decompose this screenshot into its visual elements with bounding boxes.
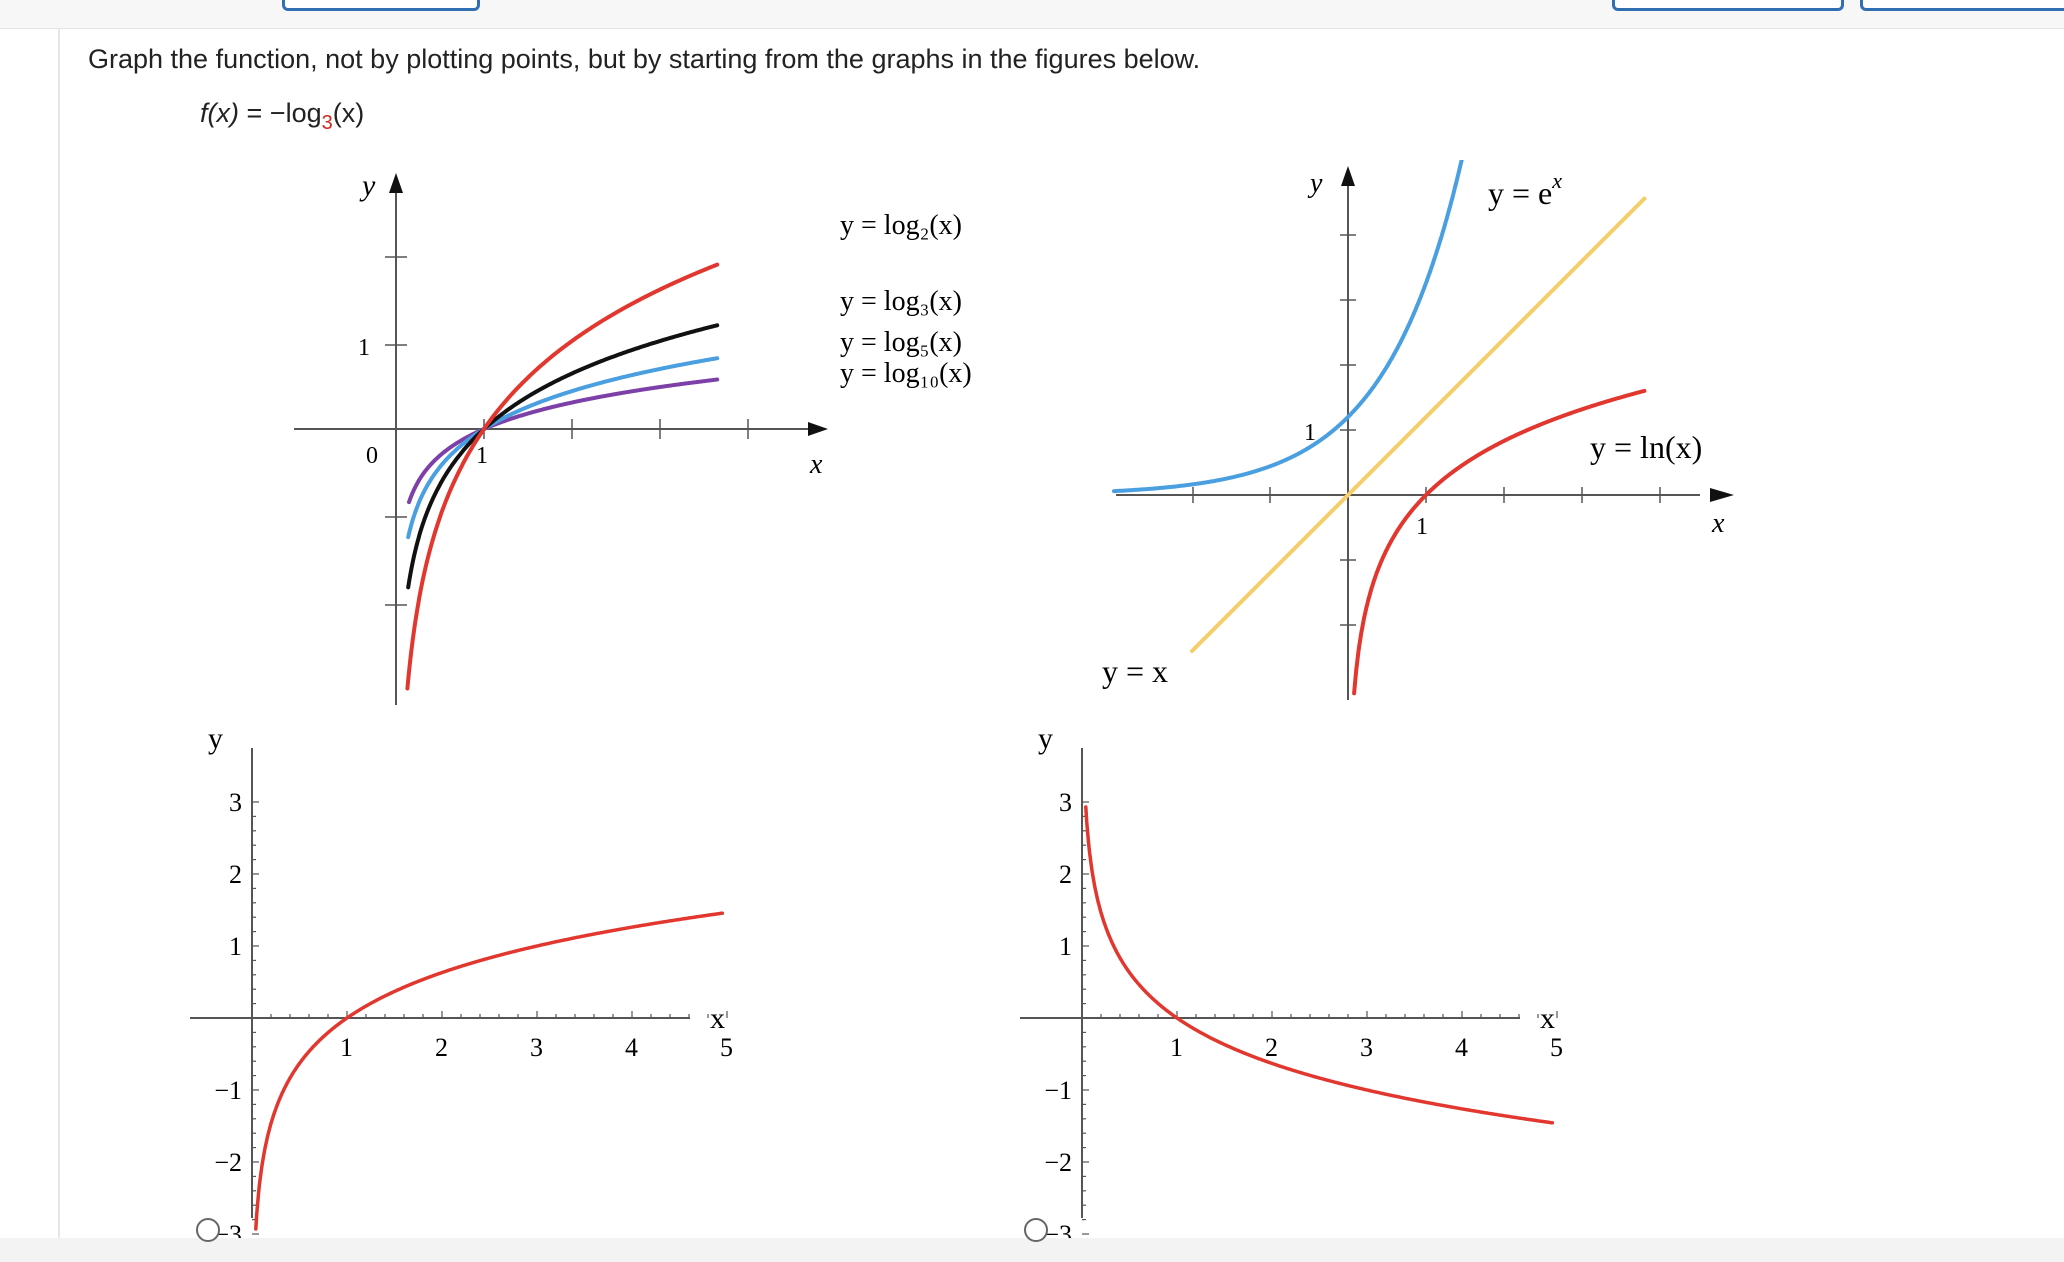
- y-tick-label: −1: [214, 1076, 242, 1105]
- x-tick-label: 1: [340, 1033, 353, 1062]
- origin-label: 0: [366, 443, 378, 469]
- toolbar-button-left[interactable]: [282, 0, 480, 11]
- equals-sign: =: [246, 98, 263, 128]
- label-log3: y = log₃(x): [840, 286, 962, 317]
- figure-log-family: y x 1 0 1 y = log₂(x) y = log₃(x) y = lo…: [294, 169, 972, 705]
- log2-curve: [405, 262, 720, 691]
- exp-curve: [1112, 160, 1464, 494]
- y-tick-1: 1: [358, 335, 370, 361]
- tick-marks: [1192, 234, 1661, 626]
- y-axis-label: y: [359, 169, 376, 202]
- y-tick-1: 1: [1304, 420, 1316, 446]
- log-word: log: [285, 98, 322, 128]
- x-tick-1: 1: [476, 443, 488, 469]
- answer-radio-2[interactable]: [1024, 1218, 1048, 1242]
- answer-radio-1[interactable]: [196, 1218, 220, 1242]
- x-tick-label: 2: [435, 1033, 448, 1062]
- log5-curve: [406, 356, 720, 540]
- identity-line: [1190, 196, 1647, 653]
- label-log2: y = log₂(x): [840, 210, 962, 241]
- function-expression: f(x) = −log3(x): [200, 98, 365, 134]
- label-ln: y = ln(x): [1590, 429, 1702, 465]
- x-axis-label: x: [1540, 1002, 1555, 1035]
- x-tick-label: 4: [625, 1033, 638, 1062]
- bottom-band: [0, 1238, 2064, 1262]
- x-axis-label: x: [1711, 508, 1725, 539]
- answer-graph-2: 1 2 3 4 5 3 2 1 −1 −2 −3 y x: [1020, 722, 1563, 1238]
- question-prompt: Graph the function, not by plotting poin…: [88, 44, 1201, 74]
- x-axis-label: x: [809, 449, 823, 480]
- answer-curve: [1084, 805, 1555, 1125]
- log-base: 3: [321, 112, 333, 134]
- function-name: f(x): [200, 98, 239, 128]
- y-axis-arrow: [389, 173, 403, 193]
- log10-curve: [407, 377, 720, 505]
- y-tick-label: −2: [214, 1148, 242, 1177]
- x-tick-label: 4: [1455, 1033, 1468, 1062]
- x-tick-label: 1: [1170, 1033, 1183, 1062]
- y-tick-label: −1: [1044, 1076, 1072, 1105]
- y-tick-label: 2: [1059, 860, 1072, 889]
- function-argument: (x): [332, 98, 365, 128]
- content-left-border: [58, 28, 60, 1262]
- answer-curve: [254, 911, 725, 1231]
- y-tick-label: 1: [229, 932, 242, 961]
- x-tick-1: 1: [1416, 514, 1428, 540]
- x-axis-arrow: [808, 422, 828, 436]
- log3-curve: [406, 323, 720, 590]
- x-axis-label: x: [710, 1002, 725, 1035]
- toolbar-button-right[interactable]: [1860, 0, 2064, 11]
- tick-marks: [385, 256, 749, 606]
- answer-graph-1: 1 2 3 4 5 3 2 1 −1 −2 −3 y x: [190, 722, 733, 1238]
- axes: [1116, 186, 1700, 700]
- x-tick-label: 3: [1360, 1033, 1373, 1062]
- axes: [294, 181, 820, 705]
- y-tick-label: −3: [214, 1220, 242, 1238]
- x-tick-label: 3: [530, 1033, 543, 1062]
- label-exp: y = ex: [1488, 168, 1562, 211]
- y-tick-label: 3: [229, 788, 242, 817]
- y-tick-label: 2: [229, 860, 242, 889]
- figure-exp-ln: y x 1 1 y = ex y = ln(x) y = x: [1102, 160, 1734, 700]
- label-log5: y = log₅(x): [840, 327, 962, 358]
- label-log10: y = log₁₀(x): [840, 358, 972, 389]
- y-axis-arrow: [1341, 166, 1355, 186]
- minus-sign: −: [269, 98, 286, 128]
- y-axis-label: y: [1038, 722, 1053, 755]
- x-tick-label: 5: [1550, 1033, 1563, 1062]
- toolbar-button-middle[interactable]: [1612, 0, 1844, 11]
- top-toolbar: [0, 0, 2064, 29]
- y-axis-label: y: [1307, 168, 1323, 199]
- label-identity: y = x: [1102, 653, 1168, 689]
- x-tick-label: 5: [720, 1033, 733, 1062]
- y-tick-label: 3: [1059, 788, 1072, 817]
- y-tick-label: −3: [1044, 1220, 1072, 1238]
- x-tick-label: 2: [1265, 1033, 1278, 1062]
- ln-curve: [1352, 388, 1647, 696]
- y-tick-label: −2: [1044, 1148, 1072, 1177]
- y-axis-label: y: [208, 722, 223, 755]
- y-tick-label: 1: [1059, 932, 1072, 961]
- x-axis-arrow: [1710, 488, 1734, 502]
